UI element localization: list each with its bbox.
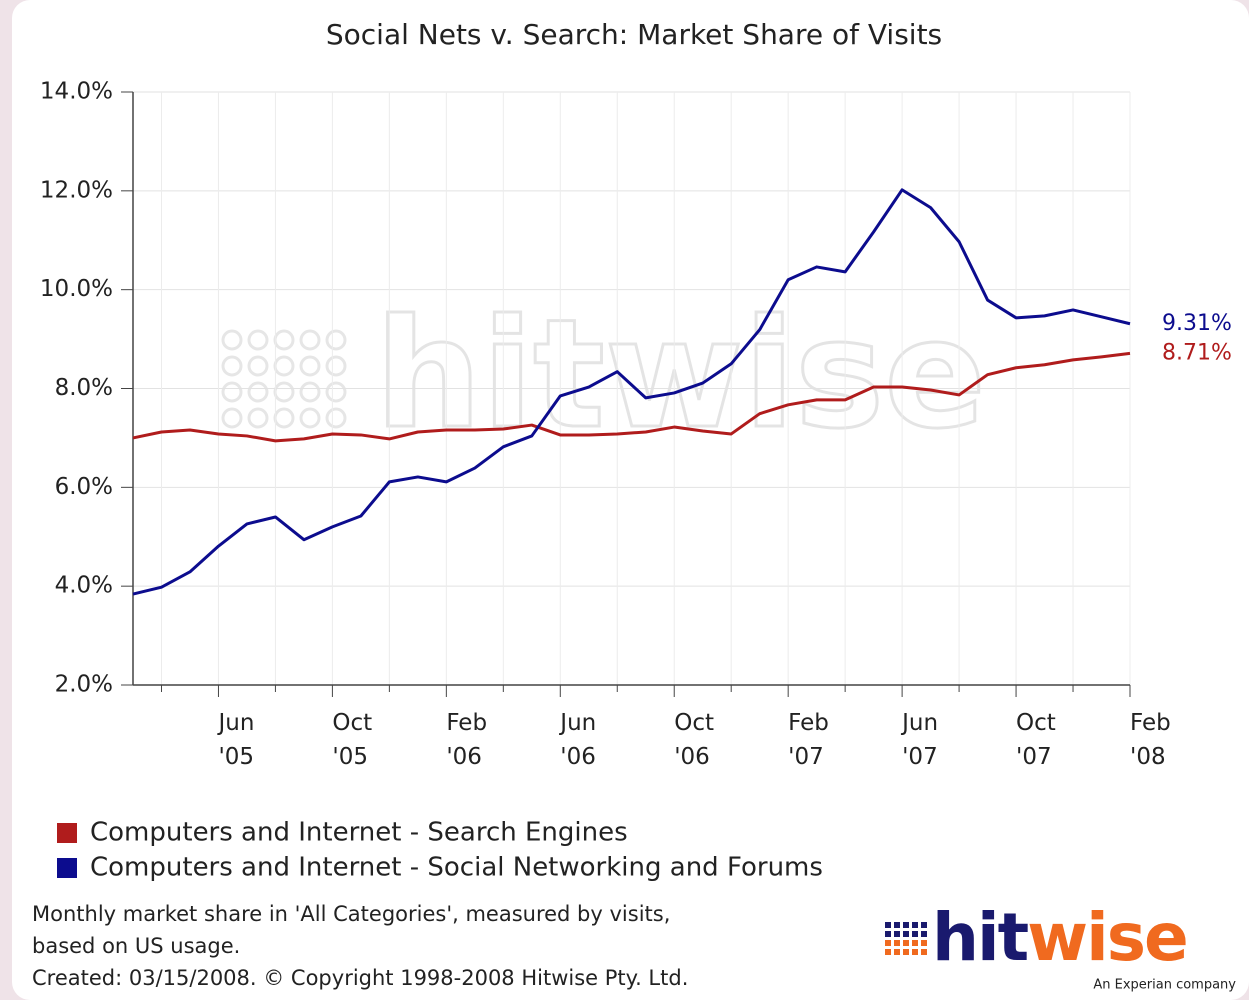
x-tick-label: Oct '07 <box>1016 710 1056 770</box>
value-label: 8.71% <box>1162 340 1232 365</box>
x-tick-label: Jun '06 <box>558 710 596 770</box>
x-tick-label: Oct '06 <box>674 710 714 770</box>
x-tick-label: Jun '05 <box>216 710 254 770</box>
y-tick-label: 2.0% <box>55 672 113 698</box>
y-tick-label: 8.0% <box>55 375 113 401</box>
x-tick-label: Feb '07 <box>788 710 829 770</box>
value-label: 9.31% <box>1162 311 1232 336</box>
note: based on US usage. <box>32 934 240 958</box>
legend-label: Computers and Internet - Social Networki… <box>90 853 823 883</box>
line <box>132 188 1131 596</box>
logo: hitwise <box>932 899 1187 976</box>
legend-swatch <box>57 858 77 878</box>
logo-dots <box>885 922 927 955</box>
chart-title: Social Nets v. Search: Market Share of V… <box>326 18 942 51</box>
panel <box>12 0 1249 1000</box>
legend-label: Computers and Internet - Search Engines <box>90 818 628 848</box>
x-tick-label: Oct '05 <box>332 710 372 770</box>
y-tick-label: 4.0% <box>55 573 113 599</box>
watermark: hitwise <box>375 288 986 462</box>
y-tick-label: 6.0% <box>55 474 113 500</box>
note: Created: 03/15/2008. © Copyright 1998-20… <box>32 966 688 990</box>
x-tick-label: Jun '07 <box>900 710 938 770</box>
y-tick-label: 12.0% <box>40 177 113 203</box>
y-tick-label: 14.0% <box>40 79 113 105</box>
line <box>132 351 1131 443</box>
logo-tagline: An Experian company <box>1093 978 1236 993</box>
x-tick-label: Feb '08 <box>1130 710 1171 770</box>
y-tick-label: 10.0% <box>40 276 113 302</box>
x-tick-label: Feb '06 <box>446 710 487 770</box>
legend-swatch <box>57 823 77 843</box>
note: Monthly market share in 'All Categories'… <box>32 902 670 926</box>
